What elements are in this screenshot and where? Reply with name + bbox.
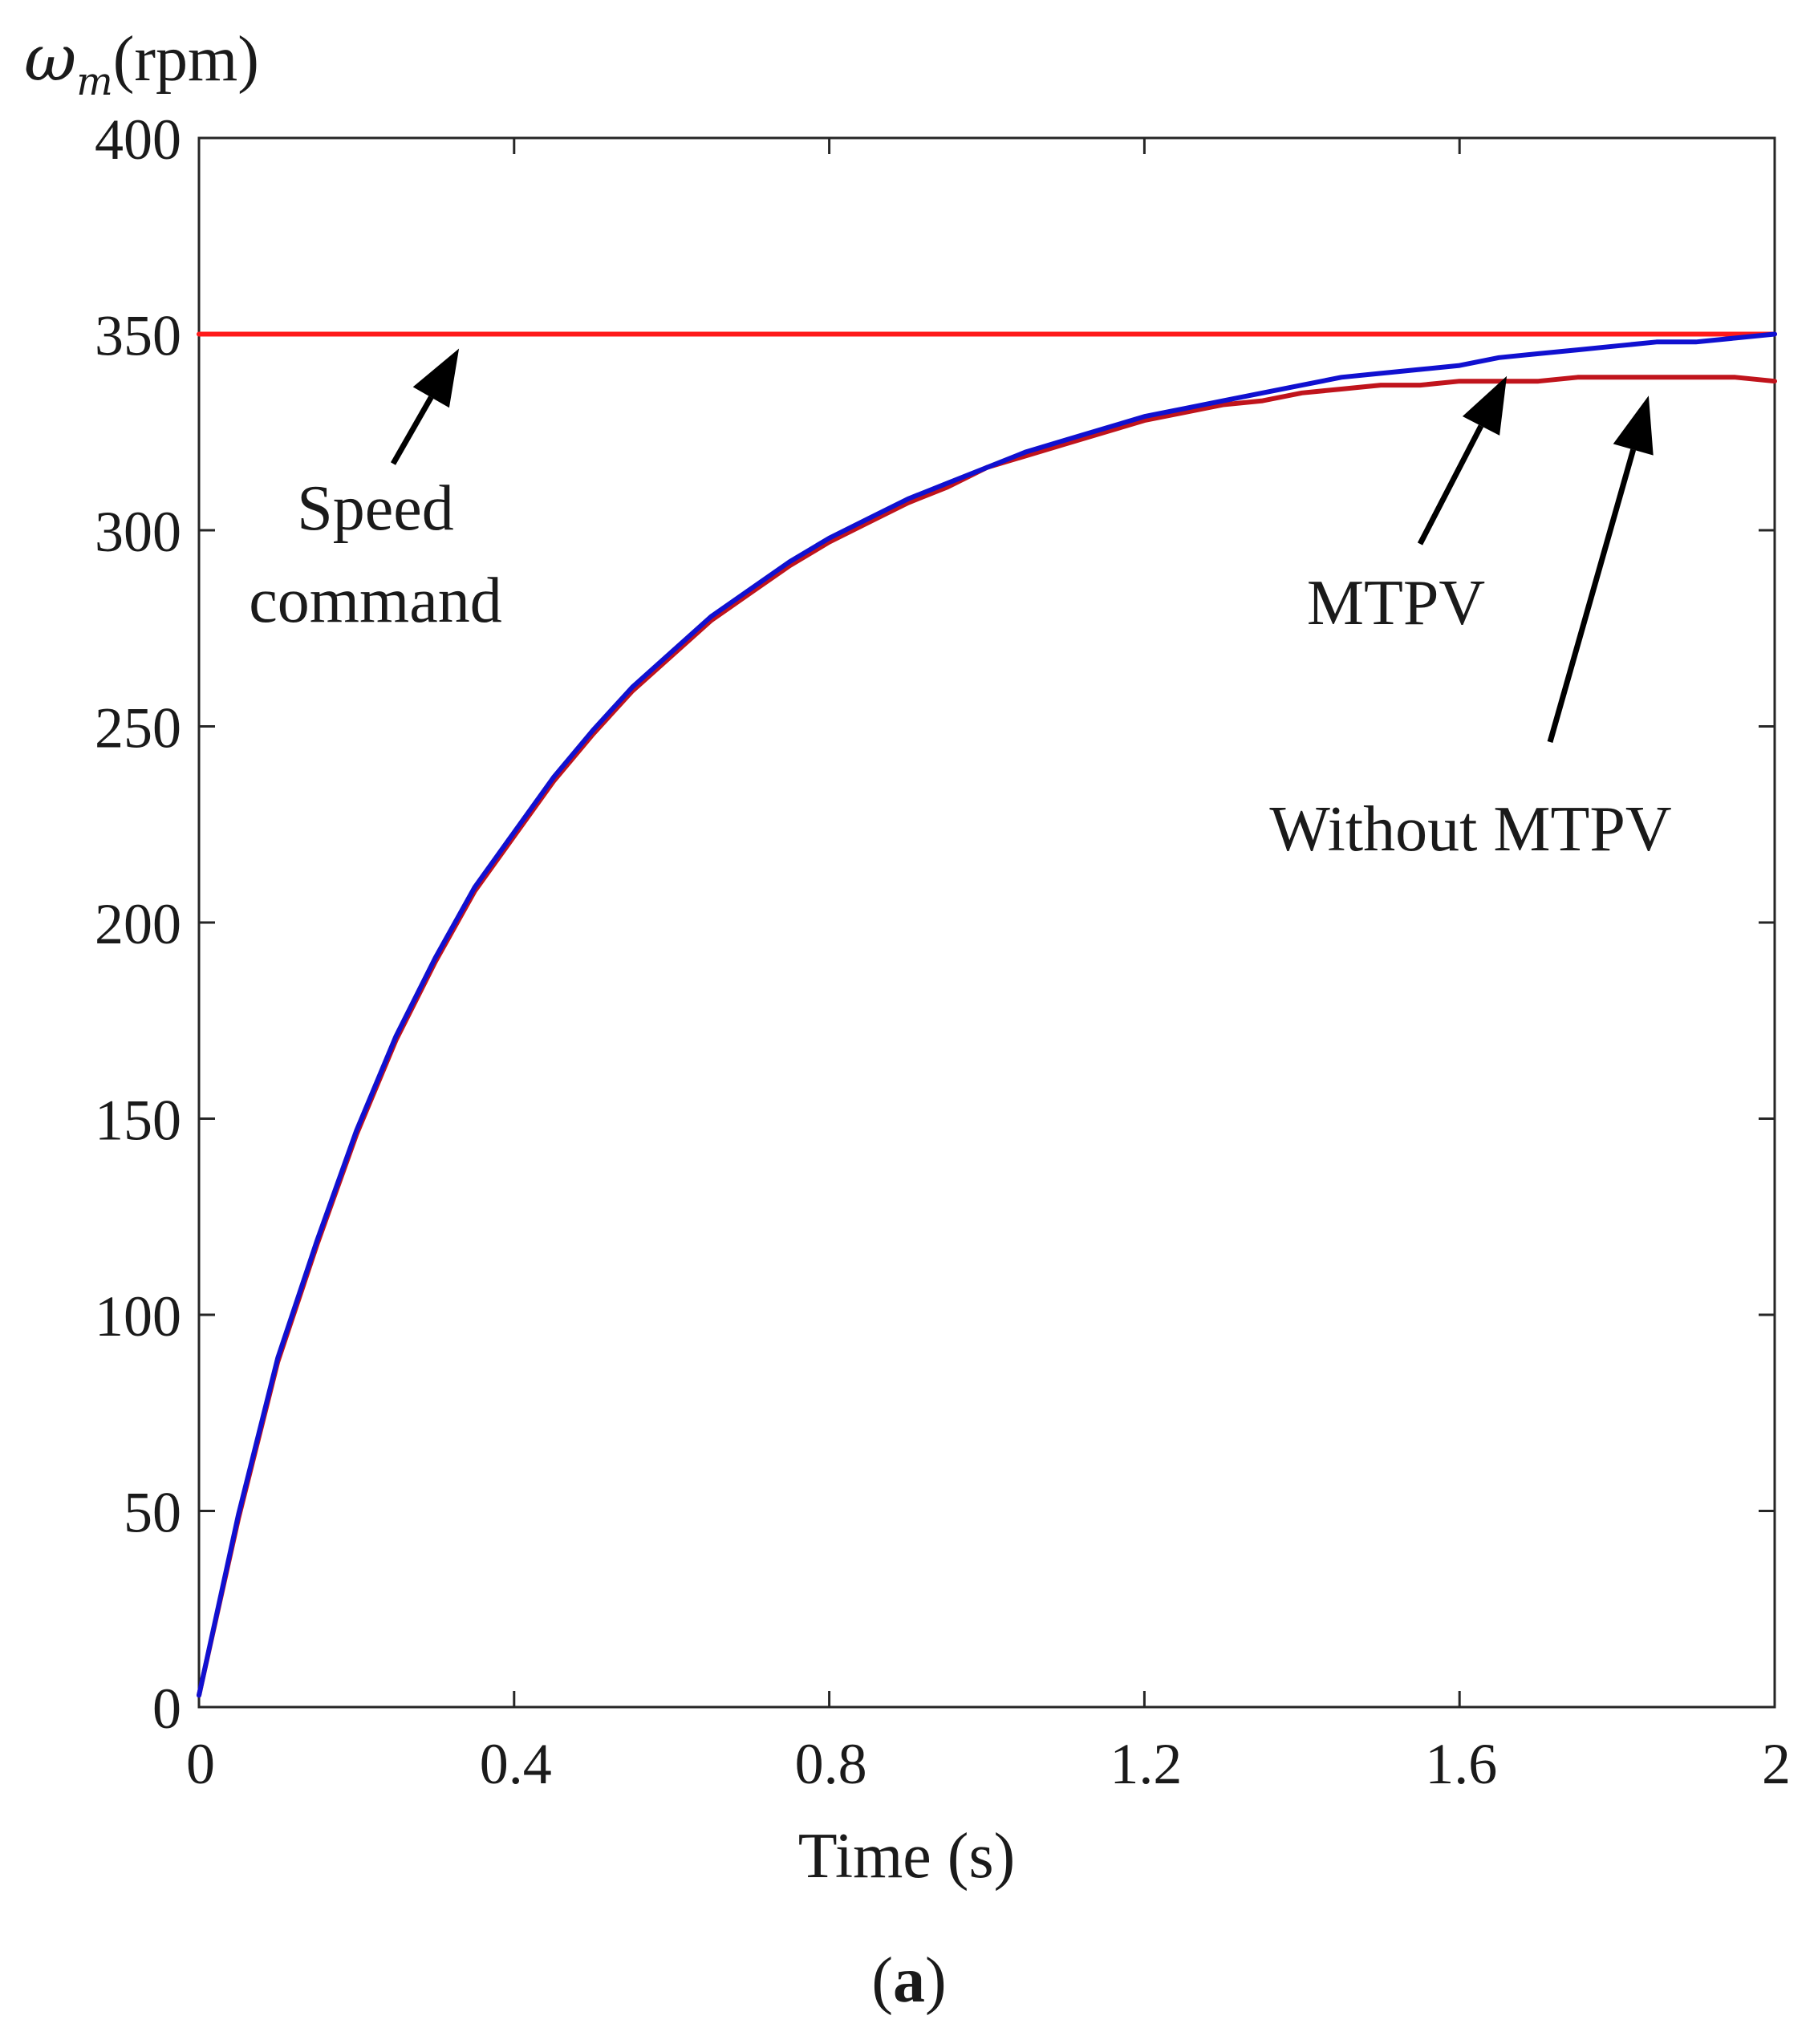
annotation-without_mtpv: Without MTPV (1269, 794, 1671, 865)
annotations: Speed command MTPV Without MTPV (249, 348, 1672, 865)
x-tick-label: 0 (186, 1732, 215, 1796)
y-tick-label: 100 (95, 1284, 181, 1348)
annotation-arrow-without_mtpv (1547, 448, 1637, 743)
annotation-arrow-command (390, 395, 434, 465)
x-tick-label: 0.4 (480, 1732, 552, 1796)
x-tick-label: 0.8 (795, 1732, 867, 1796)
y-axis-unit: (rpm) (113, 24, 259, 95)
axis-ticks: 0 0.4 0.8 1.2 1.6 2 0 50 100 150 200 250 300 350 400 (95, 107, 1791, 1796)
y-tick-label: 250 (95, 696, 181, 760)
annotation-line: Without MTPV (1269, 794, 1671, 865)
y-tick-label: 150 (95, 1089, 181, 1153)
x-axis-label: Time (s) (798, 1821, 1015, 1892)
y-tick-label: 50 (124, 1481, 181, 1545)
figure-caption-letter: a (893, 1945, 925, 2016)
x-tick-label: 1.2 (1110, 1732, 1182, 1796)
annotation-line: Speed (297, 473, 454, 544)
y-axis-symbol: ω (24, 21, 76, 95)
annotation-arrowhead-command (412, 348, 460, 408)
y-tick-label: 300 (95, 500, 181, 564)
y-tick-label: 350 (95, 304, 181, 368)
y-axis-label: ωm(rpm) (24, 21, 259, 104)
annotation-arrowhead-mtpv (1462, 375, 1508, 436)
annotation-line: MTPV (1307, 568, 1485, 639)
annotation-arrowhead-without_mtpv (1613, 395, 1654, 456)
annotation-arrow-mtpv (1417, 424, 1484, 545)
y-axis-subscript: m (76, 59, 113, 104)
x-tick-label: 2 (1762, 1732, 1791, 1796)
series-line-mtpv (197, 331, 1777, 1698)
y-tick-label: 400 (95, 107, 181, 172)
figure-caption: (a) (871, 1945, 946, 2016)
y-tick-label: 200 (95, 892, 181, 956)
x-tick-label: 1.6 (1425, 1732, 1497, 1796)
annotation-command: Speed command (249, 473, 501, 636)
y-tick-label: 0 (152, 1677, 181, 1741)
annotation-line: command (249, 566, 501, 636)
series-lines (197, 331, 1777, 1698)
annotation-mtpv: MTPV (1307, 568, 1485, 639)
